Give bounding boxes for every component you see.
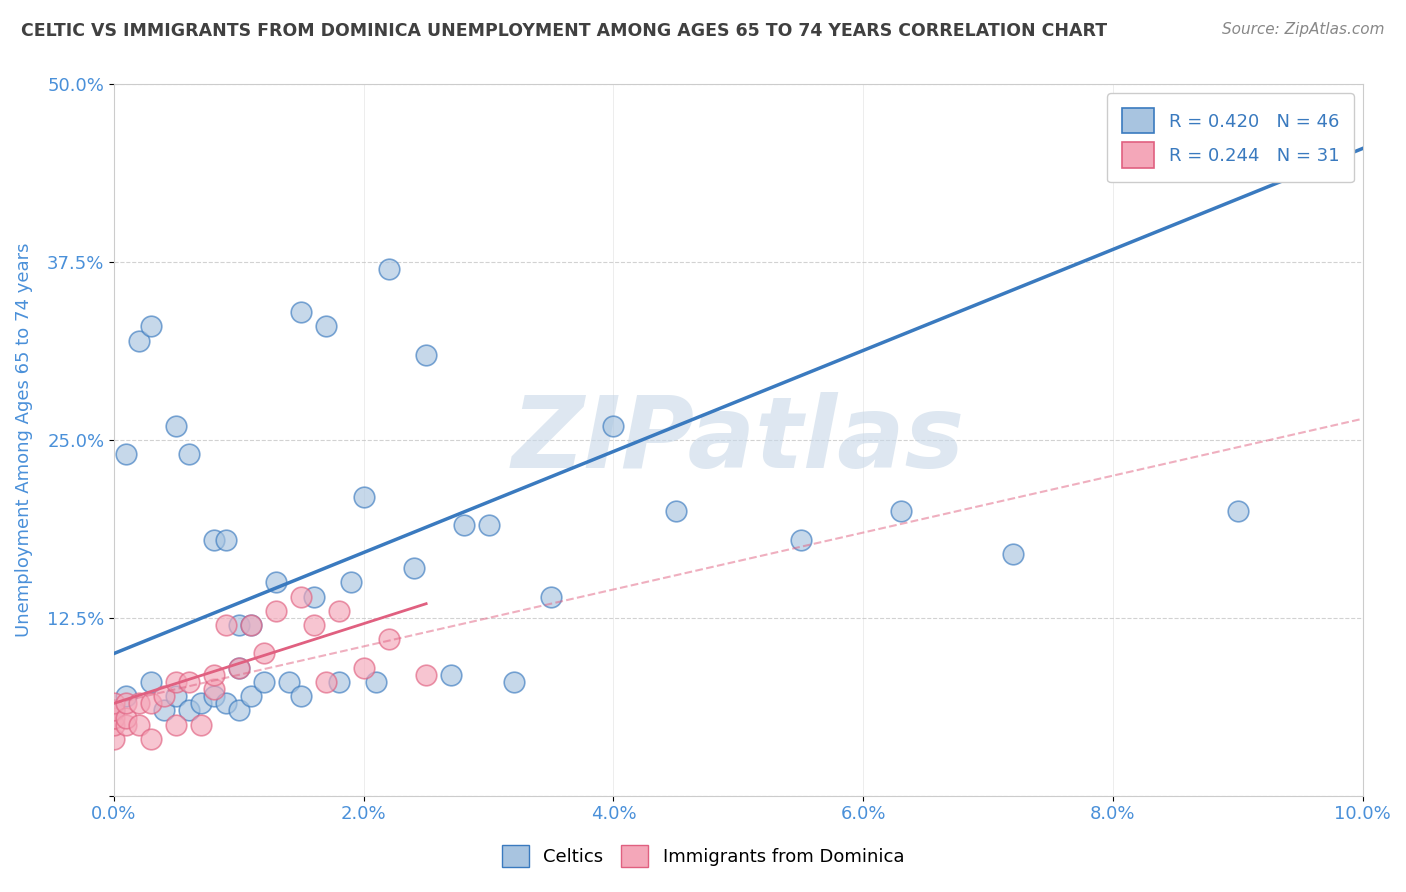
Point xyxy=(215,533,238,547)
Point xyxy=(602,418,624,433)
Point xyxy=(253,647,276,661)
Point xyxy=(240,618,263,632)
Point xyxy=(103,696,125,710)
Point xyxy=(128,334,150,348)
Point xyxy=(302,618,325,632)
Point xyxy=(141,696,163,710)
Point xyxy=(153,689,176,703)
Point xyxy=(415,668,437,682)
Legend: R = 0.420   N = 46, R = 0.244   N = 31: R = 0.420 N = 46, R = 0.244 N = 31 xyxy=(1107,94,1354,183)
Point xyxy=(402,561,425,575)
Y-axis label: Unemployment Among Ages 65 to 74 years: Unemployment Among Ages 65 to 74 years xyxy=(15,243,32,638)
Point xyxy=(240,618,263,632)
Point xyxy=(103,710,125,724)
Point xyxy=(190,717,212,731)
Point xyxy=(240,689,263,703)
Text: CELTIC VS IMMIGRANTS FROM DOMINICA UNEMPLOYMENT AMONG AGES 65 TO 74 YEARS CORREL: CELTIC VS IMMIGRANTS FROM DOMINICA UNEMP… xyxy=(21,22,1107,40)
Point xyxy=(453,518,475,533)
Point xyxy=(366,675,388,690)
Point xyxy=(153,703,176,717)
Point xyxy=(228,661,250,675)
Point xyxy=(228,618,250,632)
Point xyxy=(290,305,312,319)
Point xyxy=(1226,504,1249,518)
Point xyxy=(353,490,375,504)
Point xyxy=(228,661,250,675)
Point xyxy=(115,447,138,461)
Point xyxy=(202,689,225,703)
Point xyxy=(165,418,187,433)
Point xyxy=(315,319,337,334)
Point xyxy=(165,689,187,703)
Point xyxy=(415,348,437,362)
Point xyxy=(128,696,150,710)
Point xyxy=(340,575,363,590)
Point xyxy=(103,731,125,746)
Point xyxy=(790,533,813,547)
Point xyxy=(177,447,200,461)
Point xyxy=(115,696,138,710)
Point xyxy=(302,590,325,604)
Point xyxy=(477,518,499,533)
Point xyxy=(253,675,276,690)
Text: ZIPatlas: ZIPatlas xyxy=(512,392,965,489)
Point xyxy=(115,717,138,731)
Point xyxy=(440,668,463,682)
Point xyxy=(202,681,225,696)
Point xyxy=(202,533,225,547)
Point xyxy=(215,696,238,710)
Point xyxy=(103,717,125,731)
Point xyxy=(103,703,125,717)
Point xyxy=(377,262,399,277)
Point xyxy=(115,689,138,703)
Point xyxy=(328,675,350,690)
Point xyxy=(103,703,125,717)
Point xyxy=(502,675,524,690)
Point xyxy=(202,668,225,682)
Point xyxy=(540,590,562,604)
Point xyxy=(266,604,288,618)
Point xyxy=(1001,547,1024,561)
Point xyxy=(290,590,312,604)
Text: Source: ZipAtlas.com: Source: ZipAtlas.com xyxy=(1222,22,1385,37)
Point xyxy=(228,703,250,717)
Point xyxy=(377,632,399,647)
Point xyxy=(177,675,200,690)
Point xyxy=(290,689,312,703)
Point xyxy=(128,717,150,731)
Point xyxy=(890,504,912,518)
Legend: Celtics, Immigrants from Dominica: Celtics, Immigrants from Dominica xyxy=(495,838,911,874)
Point xyxy=(665,504,688,518)
Point xyxy=(141,731,163,746)
Point xyxy=(115,710,138,724)
Point xyxy=(353,661,375,675)
Point xyxy=(141,675,163,690)
Point xyxy=(177,703,200,717)
Point xyxy=(141,319,163,334)
Point xyxy=(215,618,238,632)
Point xyxy=(190,696,212,710)
Point xyxy=(165,675,187,690)
Point xyxy=(266,575,288,590)
Point xyxy=(328,604,350,618)
Point xyxy=(165,717,187,731)
Point xyxy=(315,675,337,690)
Point xyxy=(277,675,299,690)
